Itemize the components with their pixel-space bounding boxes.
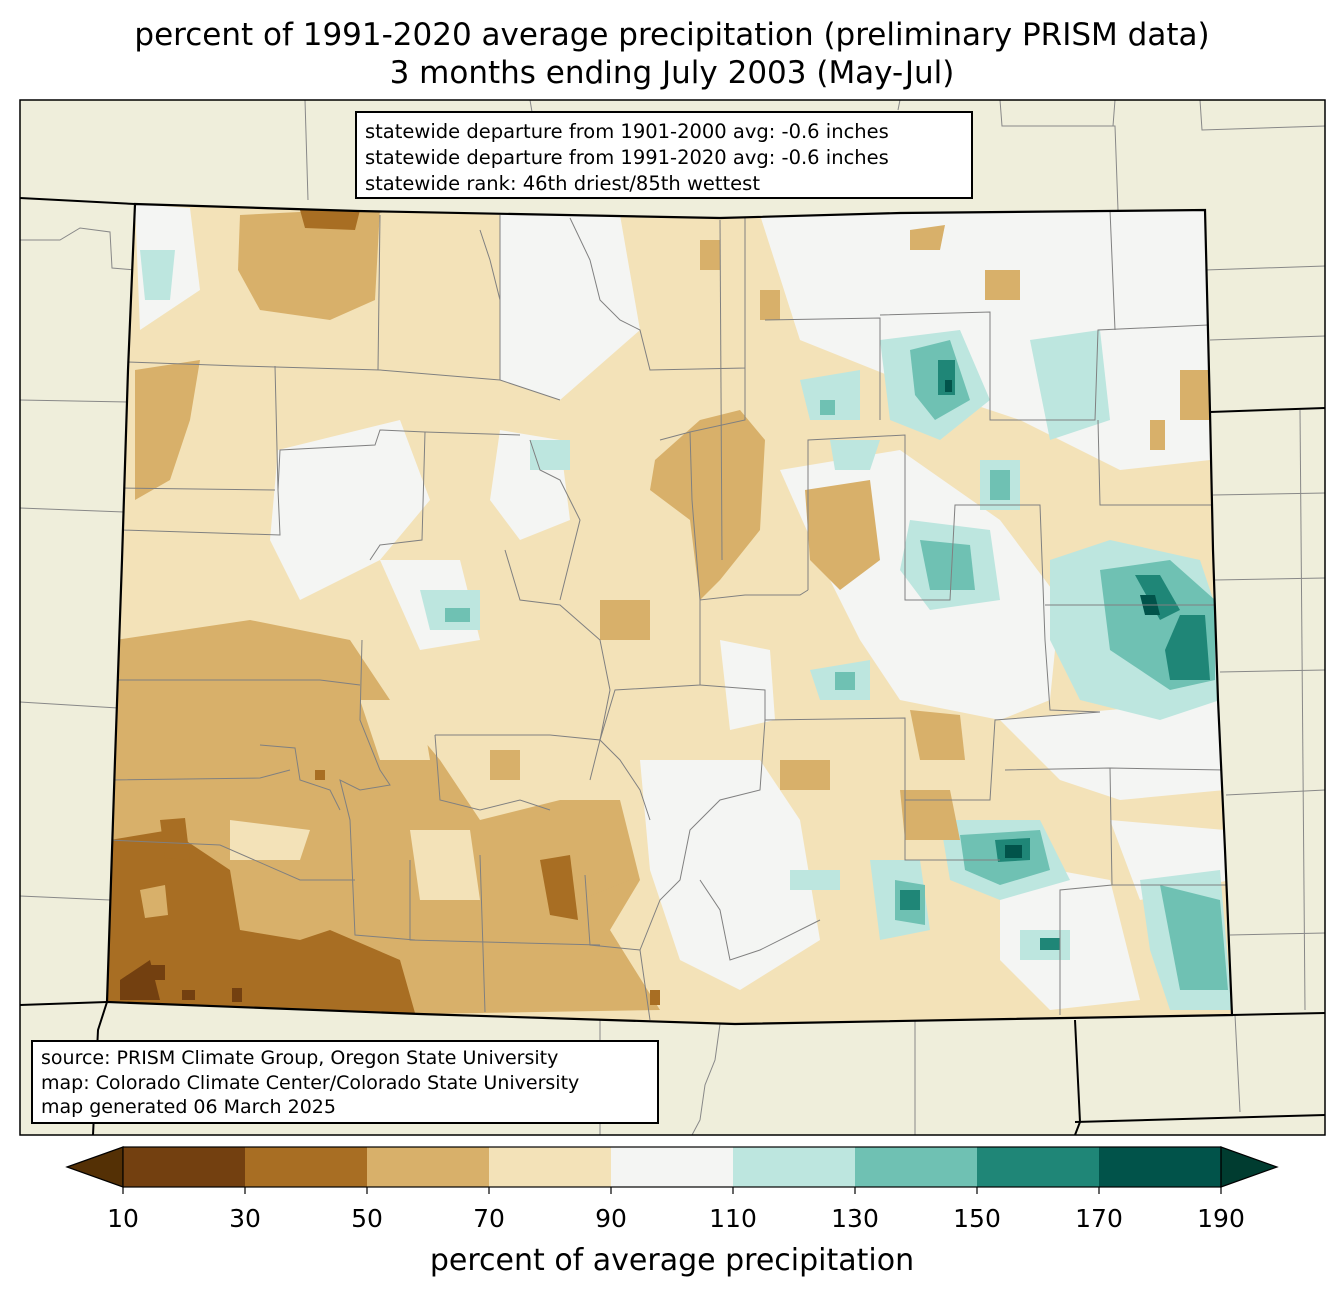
colorbar-segment [611,1147,734,1187]
colorbar-tick-label: 150 [953,1204,1001,1233]
stats-line-3: statewide rank: 46th driest/85th wettest [365,172,760,195]
colorbar-tick-label: 30 [229,1204,261,1233]
stats-line-2: statewide departure from 1991-2020 avg: … [365,146,889,169]
colorbar-label: percent of average precipitation [429,1243,915,1278]
colorbar-tick-label: 170 [1075,1204,1123,1233]
colorado-precip-field [107,204,1232,1024]
colorado-border [105,202,1234,1026]
colorbar-under-arrow [65,1146,124,1188]
colorbar-tick-label: 50 [351,1204,383,1233]
county-lines [107,209,1230,1021]
colorbar-segment [1099,1147,1222,1187]
source-box: source: PRISM Climate Group, Oregon Stat… [31,1040,659,1124]
statewide-stats-box: statewide departure from 1901-2000 avg: … [355,111,973,199]
colorbar-tick-label: 90 [595,1204,627,1233]
source-line-1: source: PRISM Climate Group, Oregon Stat… [41,1047,559,1069]
colorbar-segment [855,1147,978,1187]
colorbar-segment [123,1147,246,1187]
map-title: percent of 1991-2020 average precipitati… [134,17,1210,53]
colorbar-outline [122,1146,1222,1188]
stats-line-1: statewide departure from 1901-2000 avg: … [365,120,889,143]
source-line-3: map generated 06 March 2025 [41,1096,336,1118]
colorbar-tick-label: 70 [473,1204,505,1233]
map-frame [19,99,1326,1136]
colorbar-segment [733,1147,856,1187]
colorbar-tick-label: 130 [831,1204,879,1233]
colorbar-segment [977,1147,1100,1187]
state-borders [19,197,1326,1136]
map-subtitle: 3 months ending July 2003 (May-Jul) [389,55,955,91]
colorbar-tick-label: 190 [1197,1204,1245,1233]
colorbar-over-arrow [1220,1146,1279,1188]
colorbar-segment [489,1147,612,1187]
colorbar-segment [245,1147,368,1187]
colorbar-tick-label: 10 [107,1204,139,1233]
colorbar-tick-label: 110 [709,1204,757,1233]
colorbar [65,1146,1279,1194]
colorbar-segment [367,1147,490,1187]
source-line-2: map: Colorado Climate Center/Colorado St… [41,1071,580,1094]
